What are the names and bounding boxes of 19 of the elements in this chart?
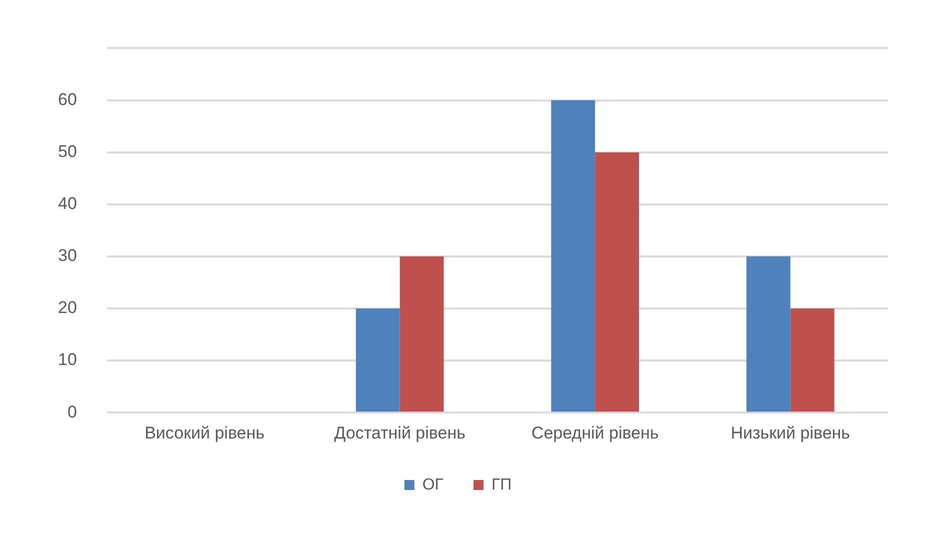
bar [551, 100, 596, 412]
y-tick-label: 40 [58, 194, 77, 214]
y-tick-label: 60 [58, 90, 77, 109]
y-tick-label: 50 [58, 142, 77, 161]
bar [356, 308, 400, 412]
bar [595, 152, 640, 412]
x-tick-label: Середній рівень [531, 423, 659, 442]
x-tick-label: Достатній рівень [334, 423, 466, 442]
y-tick-label: 30 [58, 246, 77, 266]
bar [400, 256, 444, 412]
legend-label: ОГ [422, 476, 444, 494]
y-tick-label: 20 [58, 298, 77, 318]
legend-label: ГП [491, 476, 512, 494]
x-tick-label: Низький рівень [730, 423, 850, 442]
bar [790, 308, 834, 412]
x-tick-label: Високий рівень [144, 423, 265, 442]
y-tick-label: 10 [58, 350, 77, 370]
bar [746, 256, 790, 412]
y-tick-label: 0 [67, 402, 77, 422]
